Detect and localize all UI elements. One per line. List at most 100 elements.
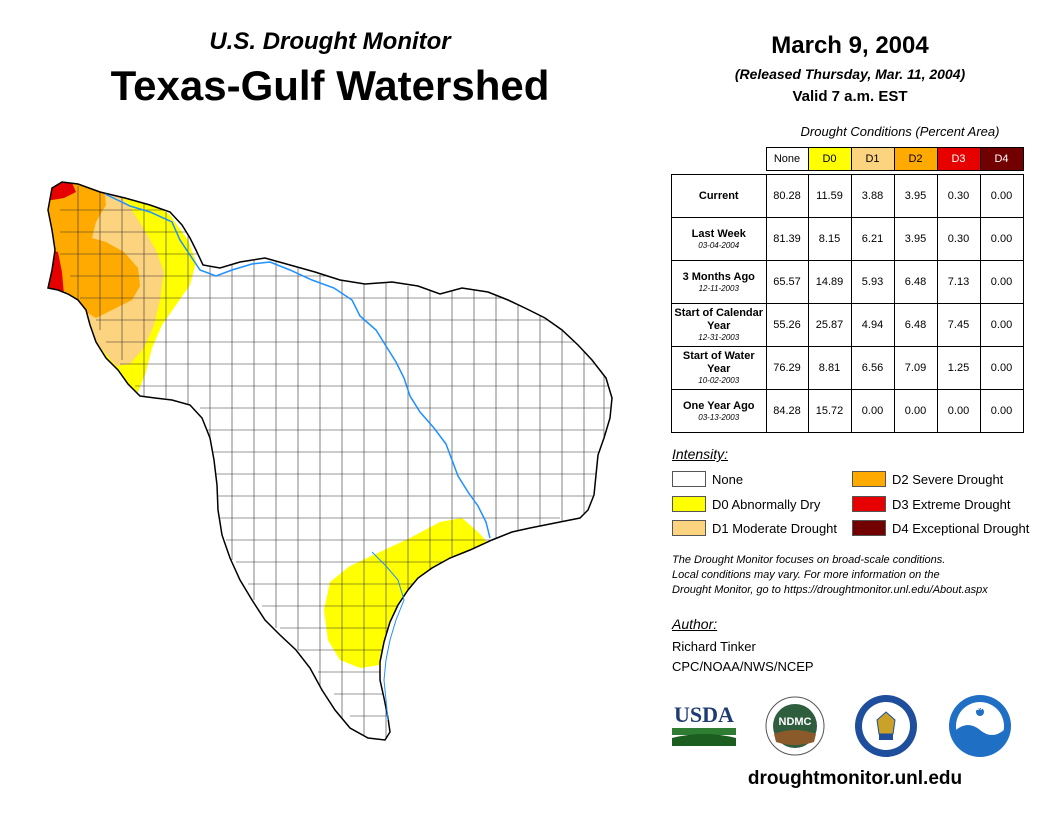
row-label: One Year Ago 03-13-2003 [671,389,767,433]
column-header-d2: D2 [893,147,938,171]
legend-item-d4: D4 Exceptional Drought [852,520,1029,536]
usda-logo-text: USDA [674,702,734,727]
table-row: One Year Ago 03-13-2003 84.28 15.72 0.00 … [671,389,1024,433]
legend-item-d2: D2 Severe Drought [852,471,1003,487]
table-cell: 7.13 [936,260,981,304]
noaa-logo-text: NOAA [970,705,991,712]
table-row: 3 Months Ago 12-11-2003 65.57 14.89 5.93 … [671,260,1024,304]
table-cell: 0.00 [979,174,1024,218]
column-header-d1: D1 [850,147,895,171]
legend-item-d0: D0 Abnormally Dry [672,496,820,512]
disclaimer-note: The Drought Monitor focuses on broad-sca… [672,553,1042,598]
column-header-none: None [765,147,809,171]
column-header-d0: D0 [807,147,852,171]
release-date: (Released Thursday, Mar. 11, 2004) [734,66,966,82]
table-cell: 6.56 [850,346,895,390]
table-cell: 0.00 [936,389,981,433]
table-cell: 84.28 [765,389,809,433]
row-label: Start of Calendar Year 12-31-2003 [671,303,767,347]
legend-label: D1 Moderate Drought [712,520,838,536]
table-cell: 1.25 [936,346,981,390]
table-cell: 14.89 [807,260,852,304]
table-caption: Drought Conditions (Percent Area) [800,124,1000,139]
table-cell: 0.30 [936,174,981,218]
legend-swatch [852,471,886,487]
header-spacer [672,148,767,171]
table-header-row: None D0 D1 D2 D3 D4 [672,147,1024,171]
watershed-map [47,181,613,741]
table-cell: 81.39 [765,217,809,261]
column-header-d4: D4 [979,147,1024,171]
table-cell: 0.00 [979,389,1024,433]
table-cell: 11.59 [807,174,852,218]
ndmc-logo: NDMC [765,696,825,756]
author-name: Richard Tinker [672,639,756,654]
table-cell: 0.00 [850,389,895,433]
author-info: Richard Tinker CPC/NOAA/NWS/NCEP [672,637,814,677]
table-cell: 65.57 [765,260,809,304]
table-cell: 0.00 [979,217,1024,261]
table-row: Start of Water Year 10-02-2003 76.29 8.81… [671,346,1024,390]
table-cell: 5.93 [850,260,895,304]
valid-time: Valid 7 a.m. EST [792,88,908,105]
legend-label: D3 Extreme Drought [892,496,1011,512]
d2-region-northwest [48,182,140,318]
drought-conditions-table: None D0 D1 D2 D3 D4 Current 80.28 11.59 … [671,147,1024,433]
row-label: Start of Water Year 10-02-2003 [671,346,767,390]
legend-swatch [852,520,886,536]
table-cell: 0.30 [936,217,981,261]
table-cell: 0.00 [979,260,1024,304]
usda-logo: USDA [672,702,736,746]
legend-swatch [672,496,706,512]
table-cell: 6.48 [893,303,938,347]
table-cell: 8.15 [807,217,852,261]
author-org: CPC/NOAA/NWS/NCEP [672,659,814,674]
row-label: Current [671,174,767,218]
legend-label: D2 Severe Drought [892,471,1004,487]
table-cell: 6.48 [893,260,938,304]
table-cell: 76.29 [765,346,809,390]
map-title: Texas-Gulf Watershed [110,62,550,109]
row-label: Last Week 03-04-2004 [671,217,767,261]
legend-label: None [712,471,744,487]
table-cell: 0.00 [979,346,1024,390]
coast-waterway [371,551,405,721]
river [104,193,491,539]
commerce-seal-logo [855,695,917,757]
legend-item-d1: D1 Moderate Drought [672,520,837,536]
table-cell: 0.00 [893,389,938,433]
author-heading: Author: [672,616,718,632]
note-line: The Drought Monitor focuses on broad-sca… [672,554,946,566]
table-cell: 4.94 [850,303,895,347]
noaa-logo: NOAA [949,695,1011,757]
table-cell: 7.45 [936,303,981,347]
table-row: Last Week 03-04-2004 81.39 8.15 6.21 3.95… [671,217,1024,261]
legend-swatch [852,496,886,512]
ndmc-logo-text: NDMC [779,716,812,728]
table-cell: 0.00 [979,303,1024,347]
table-cell: 80.28 [765,174,809,218]
column-header-d3: D3 [936,147,981,171]
row-label: 3 Months Ago 12-11-2003 [671,260,767,304]
table-cell: 3.88 [850,174,895,218]
table-row: Current 80.28 11.59 3.88 3.95 0.30 0.00 [671,174,1024,218]
table-cell: 15.72 [807,389,852,433]
table-cell: 6.21 [850,217,895,261]
footer-url[interactable]: droughtmonitor.unl.edu [747,768,963,789]
table-cell: 3.95 [893,174,938,218]
map-date: March 9, 2004 [771,32,929,59]
map-subtitle: U.S. Drought Monitor [209,28,451,55]
table-cell: 8.81 [807,346,852,390]
note-line: Drought Monitor, go to https://droughtmo… [672,584,988,596]
legend-item-none: None [672,471,743,487]
legend-swatch [672,471,706,487]
county-lines [60,186,610,740]
legend-item-d3: D3 Extreme Drought [852,496,1011,512]
table-cell: 3.95 [893,217,938,261]
table-cell: 55.26 [765,303,809,347]
legend-heading: Intensity: [672,446,729,462]
table-cell: 25.87 [807,303,852,347]
table-cell: 7.09 [893,346,938,390]
legend-swatch [672,520,706,536]
legend-label: D0 Abnormally Dry [712,496,821,512]
